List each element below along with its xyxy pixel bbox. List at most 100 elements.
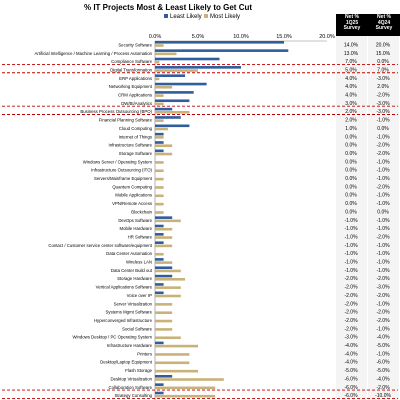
net-1q25-value: 0.0%	[345, 176, 357, 182]
most-likely-bar	[155, 261, 173, 264]
least-likely-bar	[155, 124, 190, 128]
most-likely-bar	[155, 136, 164, 139]
least-likely-bar	[155, 57, 220, 61]
net-4q24-value: -3.0%	[376, 101, 390, 107]
most-likely-bar	[155, 286, 181, 289]
net-1q25-value: -2.0%	[344, 293, 358, 299]
net-1q25-header-line1: Net %	[345, 14, 359, 20]
most-likely-bar	[155, 336, 181, 340]
category-label: HR Software	[128, 234, 153, 239]
most-likely-bar	[155, 278, 186, 281]
net-1q25-value: 3.0%	[345, 101, 357, 107]
net-4q24-value: -5.0%	[376, 368, 390, 374]
net-1q25-value: 4.0%	[345, 84, 357, 90]
net-4q24-value: -2.0%	[376, 276, 390, 282]
x-tick-label: 15.0%	[276, 34, 292, 40]
most-likely-bar	[155, 77, 160, 81]
category-label: Social Software	[122, 326, 152, 331]
most-likely-bar	[155, 236, 173, 239]
least-likely-bar	[155, 149, 164, 153]
net-1q25-value: 0.0%	[345, 168, 357, 174]
net-1q25-value: 2.0%	[345, 109, 357, 115]
net-1q25-header-line3: Survey	[343, 25, 361, 31]
most-likely-bar	[155, 119, 164, 122]
most-likely-bar	[155, 344, 198, 348]
category-label: Financial Planning Software	[99, 118, 153, 123]
net-4q24-value: -3.0%	[376, 285, 390, 291]
net-4q24-value: -2.0%	[376, 234, 390, 240]
most-likely-bar	[155, 353, 190, 356]
least-likely-bar	[155, 82, 207, 86]
category-label: Flash Storage	[125, 368, 152, 373]
most-likely-bar	[155, 269, 181, 273]
x-tick-label: 10.0%	[233, 34, 249, 40]
most-likely-bar	[155, 311, 173, 314]
least-likely-bar	[155, 141, 164, 144]
legend-label-least: Least Likely	[170, 14, 202, 20]
least-likely-bar	[155, 91, 194, 94]
most-likely-bar	[155, 144, 173, 147]
net-4q24-value: -1.0%	[376, 218, 390, 224]
least-likely-bar	[155, 274, 173, 278]
least-likely-bar	[155, 49, 289, 52]
least-likely-bar	[155, 41, 284, 44]
most-likely-bar	[155, 211, 164, 214]
most-likely-bar	[155, 161, 164, 164]
net-1q25-value: -2.0%	[344, 285, 358, 291]
most-likely-bar	[155, 127, 168, 131]
net-1q25-value: -3.0%	[344, 335, 358, 341]
most-likely-bar	[155, 386, 216, 390]
net-1q25-value: -6.0%	[344, 393, 358, 399]
most-likely-bar	[155, 186, 164, 189]
net-4q24-value: 20.0%	[376, 42, 391, 48]
least-likely-bar	[155, 107, 173, 111]
most-likely-bar	[155, 202, 164, 206]
category-label: Voice over IP	[127, 293, 152, 298]
category-label: VPN/Remote Access	[112, 201, 152, 206]
net-4q24-value: -2.0%	[376, 151, 390, 157]
net-4q24-value: -10.0%	[375, 393, 391, 399]
most-likely-bar	[155, 319, 173, 323]
net-1q25-value: 1.0%	[345, 126, 357, 132]
least-likely-bar	[155, 291, 164, 295]
x-tick-label: 20.0%	[319, 34, 335, 40]
category-label: Storage Software	[119, 151, 153, 156]
net-4q24-value: 0.0%	[377, 126, 389, 132]
net-1q25-header-line2: 1Q25	[345, 19, 359, 26]
net-1q25-value: -1.0%	[344, 268, 358, 274]
category-label: Digital Transformation	[110, 67, 152, 72]
net-4q24-value: -1.0%	[376, 268, 390, 274]
category-label: Mobile Hardware	[120, 226, 153, 231]
most-likely-bar	[155, 378, 224, 381]
net-1q25-value: 0.0%	[345, 209, 357, 215]
category-label: Blockchain	[131, 209, 152, 214]
most-likely-bar	[155, 361, 190, 365]
most-likely-bar	[155, 303, 173, 306]
most-likely-bar	[155, 219, 181, 223]
net-4q24-header: Net % 4Q24 Survey	[368, 14, 400, 36]
legend-swatch-least	[164, 14, 168, 18]
net-4q24-value: -4.0%	[376, 376, 390, 382]
net-1q25-value: -2.0%	[344, 326, 358, 332]
category-label: Infrastructure Hardware	[107, 343, 153, 348]
category-label: DW/BI/Analytics	[121, 101, 152, 106]
net-1q25-value: -6.0%	[344, 376, 358, 382]
category-label: Compliance Software	[111, 59, 152, 64]
category-label: Contact / Customer service center softwa…	[48, 243, 152, 248]
net-1q25-value: 4.0%	[345, 76, 357, 82]
category-label: Mobile Applications	[115, 193, 152, 198]
category-label: Artificial Intelligence / Machine Learni…	[34, 51, 152, 56]
net-1q25-value: 2.0%	[345, 118, 357, 124]
most-likely-bar	[155, 52, 177, 56]
most-likely-bar	[155, 244, 173, 248]
net-4q24-header-line3: Survey	[375, 25, 393, 31]
least-likely-bar	[155, 66, 241, 69]
least-likely-bar	[155, 341, 164, 345]
least-likely-bar	[155, 283, 164, 286]
category-label: Quantum Computing	[112, 184, 152, 189]
category-label: Printers	[137, 351, 152, 356]
most-likely-bar	[155, 194, 164, 198]
category-label: Windows Desktop / PC Operating System	[72, 335, 152, 340]
category-label: Data Center Automation	[106, 251, 152, 256]
